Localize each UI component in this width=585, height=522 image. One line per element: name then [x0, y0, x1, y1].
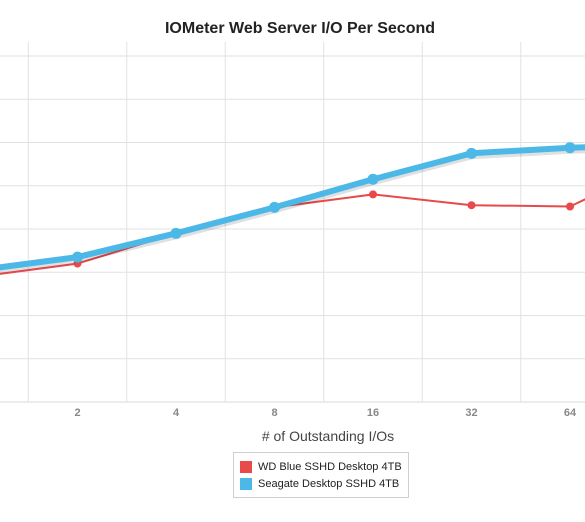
- data-point[interactable]: [564, 142, 576, 154]
- series-1: [0, 142, 585, 274]
- legend: WD Blue SSHD Desktop 4TB Seagate Desktop…: [233, 452, 409, 498]
- legend-item[interactable]: Seagate Desktop SSHD 4TB: [240, 475, 402, 492]
- x-tick-label: 2: [74, 407, 80, 419]
- data-point[interactable]: [72, 251, 83, 263]
- legend-label: Seagate Desktop SSHD 4TB: [258, 477, 400, 490]
- legend-item[interactable]: WD Blue SSHD Desktop 4TB: [240, 458, 402, 475]
- x-axis-title: # of Outstanding I/Os: [261, 428, 395, 444]
- data-point[interactable]: [367, 173, 379, 185]
- x-tick-label: 32: [465, 407, 477, 419]
- grid-lines: [0, 42, 585, 403]
- x-tick-label: 16: [367, 407, 379, 419]
- data-point[interactable]: [467, 201, 476, 210]
- legend-swatch: [240, 477, 252, 490]
- series-line: [0, 193, 585, 275]
- chart-title: IOMeter Web Server I/O Per Second: [164, 20, 436, 37]
- data-point[interactable]: [269, 201, 280, 213]
- data-point[interactable]: [566, 202, 574, 211]
- x-tick-labels: 2 4 8 16 32 64: [74, 407, 577, 419]
- series-0: [0, 190, 585, 275]
- data-point[interactable]: [466, 147, 477, 159]
- x-tick-label: 64: [564, 407, 577, 419]
- data-point[interactable]: [170, 227, 182, 239]
- legend-swatch: [240, 460, 252, 473]
- legend-label: WD Blue SSHD Desktop 4TB: [258, 460, 402, 473]
- x-tick-label: 8: [271, 407, 277, 419]
- series-line: [0, 144, 585, 271]
- data-point[interactable]: [369, 190, 377, 199]
- x-tick-label: 4: [173, 407, 180, 419]
- series-group: [0, 142, 585, 275]
